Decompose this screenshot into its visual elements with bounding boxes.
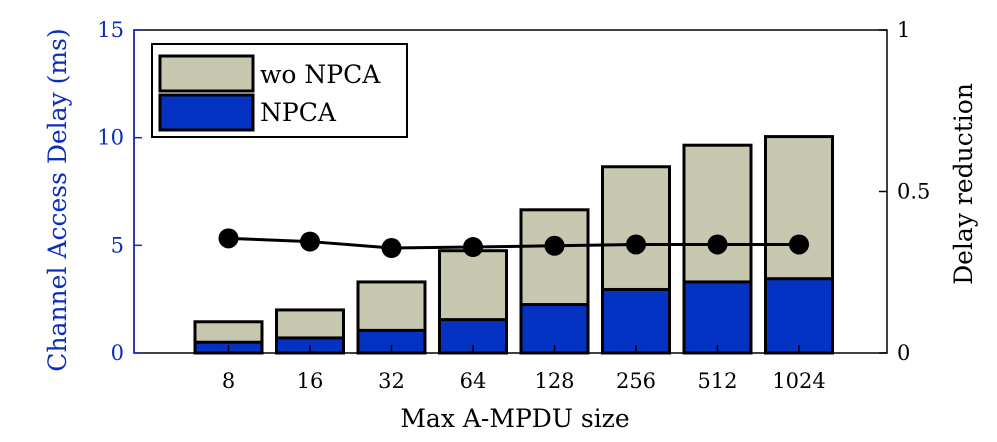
- legend-label-npca: NPCA: [260, 98, 337, 127]
- bars-npca-group: [193, 277, 834, 355]
- bar-npca-128: [519, 303, 590, 355]
- delay-reduction-point-8: [218, 228, 239, 249]
- axes-group: 0 5 10 15 0 0.5 1 8 16 32 64 128 256 512 1024: [97, 18, 930, 393]
- legend-swatch-npca: [158, 93, 255, 132]
- delay-reduction-point-16: [300, 231, 320, 252]
- delay-reduction-point-64: [463, 237, 483, 258]
- delay-reduction-point-1024: [789, 234, 809, 255]
- bar-npca-1024: [764, 277, 834, 355]
- legend: wo NPCA NPCA: [151, 43, 408, 138]
- left-tick-label: 10: [97, 126, 124, 150]
- bar-npca-512: [682, 280, 753, 355]
- legend-label-wo-npca: wo NPCA: [260, 60, 381, 89]
- x-tick-label: 1024: [772, 369, 825, 393]
- y-axis-label-right: Delay reduction: [949, 83, 978, 285]
- bar-npca-256: [601, 287, 671, 355]
- right-tick-label: 0.5: [897, 180, 930, 204]
- right-tick-label: 1: [897, 18, 910, 42]
- delay-reduction-line: [228, 236, 799, 250]
- delay-reduction-point-512: [707, 234, 728, 255]
- x-tick-label: 16: [297, 369, 324, 393]
- left-tick-label: 5: [111, 233, 124, 257]
- delay-reduction-line-group: [218, 228, 809, 259]
- x-tick-label: 8: [222, 369, 235, 393]
- delay-reduction-point-128: [544, 235, 565, 256]
- x-tick-label: 512: [697, 369, 737, 393]
- right-tick-label: 0: [897, 341, 910, 365]
- left-tick-label: 0: [111, 341, 124, 365]
- legend-swatch-wo-npca: [158, 54, 255, 93]
- x-tick-label: 256: [616, 369, 656, 393]
- delay-reduction-point-32: [381, 238, 402, 259]
- left-tick-label: 15: [97, 18, 124, 42]
- y-axis-label-left: Channel Access Delay (ms): [43, 28, 72, 371]
- x-tick-label: 64: [460, 369, 487, 393]
- x-tick-label: 128: [534, 369, 574, 393]
- x-axis-label: Max A-MPDU size: [400, 404, 629, 433]
- delay-reduction-point-256: [626, 234, 646, 255]
- x-tick-label: 32: [378, 369, 405, 393]
